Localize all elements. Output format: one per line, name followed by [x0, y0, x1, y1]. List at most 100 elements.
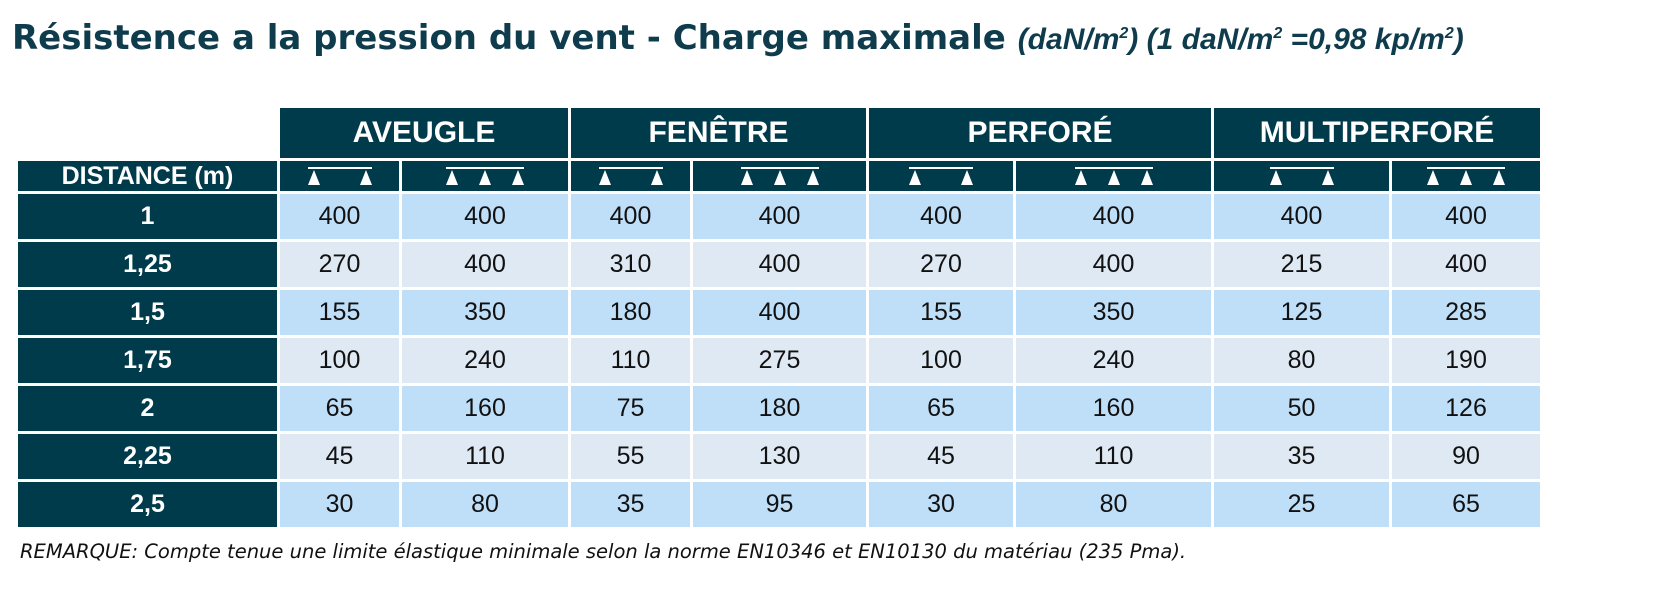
value-cell: 35 — [571, 479, 690, 527]
value-cell: 400 — [571, 191, 690, 239]
value-cell: 400 — [1392, 191, 1540, 239]
value-cell: 215 — [1214, 239, 1389, 287]
value-cell: 400 — [693, 239, 866, 287]
table-row: 1,25 270 400 310 400 270 400 215 400 — [18, 239, 1540, 287]
two-support-beam-icon — [598, 167, 663, 185]
subheader-three-supports — [693, 161, 866, 191]
value-cell: 400 — [280, 191, 399, 239]
value-cell: 275 — [693, 335, 866, 383]
group-header-perfore: PERFORÉ — [869, 108, 1211, 158]
value-cell: 400 — [1392, 239, 1540, 287]
value-cell: 400 — [693, 191, 866, 239]
distance-cell: 1,5 — [18, 287, 277, 335]
subheader-two-supports — [280, 161, 399, 191]
value-cell: 95 — [693, 479, 866, 527]
value-cell: 100 — [869, 335, 1013, 383]
value-cell: 400 — [1214, 191, 1389, 239]
value-cell: 25 — [1214, 479, 1389, 527]
distance-header: DISTANCE (m) — [18, 161, 277, 191]
support-triangle-icon — [446, 170, 458, 185]
three-support-beam-icon — [740, 167, 819, 185]
support-triangle-icon — [740, 170, 753, 185]
value-cell: 50 — [1214, 383, 1389, 431]
table-row: 1,75 100 240 110 275 100 240 80 190 — [18, 335, 1540, 383]
support-triangle-icon — [773, 170, 786, 185]
value-cell: 30 — [280, 479, 399, 527]
value-cell: 130 — [693, 431, 866, 479]
title-unit-text: ) — [1453, 23, 1464, 56]
value-cell: 180 — [571, 287, 690, 335]
value-cell: 270 — [869, 239, 1013, 287]
group-header-row: AVEUGLE FENÊTRE PERFORÉ MULTIPERFORÉ — [18, 108, 1540, 158]
support-triangle-icon — [1107, 170, 1120, 185]
three-support-beam-icon — [1427, 167, 1505, 185]
value-cell: 125 — [1214, 287, 1389, 335]
value-cell: 80 — [1214, 335, 1389, 383]
support-triangle-icon — [1269, 170, 1282, 185]
title-unit-text: (daN/m — [1017, 23, 1120, 56]
group-header-aveugle: AVEUGLE — [280, 108, 568, 158]
two-support-beam-icon — [307, 167, 372, 185]
value-cell: 190 — [1392, 335, 1540, 383]
support-triangle-icon — [479, 170, 491, 185]
value-cell: 180 — [693, 383, 866, 431]
value-cell: 65 — [1392, 479, 1540, 527]
value-cell: 400 — [1016, 239, 1211, 287]
value-cell: 100 — [280, 335, 399, 383]
value-cell: 400 — [869, 191, 1013, 239]
value-cell: 270 — [280, 239, 399, 287]
support-triangle-icon — [598, 170, 611, 185]
value-cell: 350 — [402, 287, 568, 335]
three-support-beam-icon — [446, 167, 524, 185]
subheader-two-supports — [869, 161, 1013, 191]
group-header-fenetre: FENÊTRE — [571, 108, 866, 158]
support-triangle-icon — [512, 170, 524, 185]
subheader-row: DISTANCE (m) — [18, 161, 1540, 191]
remark-note: REMARQUE: Compte tenue une limite élasti… — [20, 540, 1187, 563]
support-triangle-icon — [359, 170, 372, 185]
value-cell: 160 — [402, 383, 568, 431]
distance-cell: 2 — [18, 383, 277, 431]
support-triangle-icon — [1140, 170, 1153, 185]
value-cell: 80 — [1016, 479, 1211, 527]
value-cell: 400 — [402, 239, 568, 287]
title-unit-sup: 2 — [1119, 25, 1129, 42]
value-cell: 30 — [869, 479, 1013, 527]
page-title: Résistence a la pression du vent - Charg… — [12, 18, 1464, 58]
distance-cell: 2,5 — [18, 479, 277, 527]
blank-corner — [18, 108, 277, 158]
value-cell: 160 — [1016, 383, 1211, 431]
value-cell: 80 — [402, 479, 568, 527]
support-triangle-icon — [961, 170, 973, 185]
title-main: Résistence a la pression du vent - Charg… — [12, 18, 1006, 58]
two-support-beam-icon — [1269, 167, 1334, 185]
subheader-three-supports — [1392, 161, 1540, 191]
subheader-two-supports — [1214, 161, 1389, 191]
group-header-multiperfore: MULTIPERFORÉ — [1214, 108, 1540, 158]
value-cell: 110 — [571, 335, 690, 383]
value-cell: 400 — [402, 191, 568, 239]
three-support-beam-icon — [1074, 167, 1153, 185]
support-triangle-icon — [1074, 170, 1087, 185]
support-triangle-icon — [909, 170, 921, 185]
value-cell: 110 — [402, 431, 568, 479]
table-row: 2,25 45 110 55 130 45 110 35 90 — [18, 431, 1540, 479]
subheader-three-supports — [1016, 161, 1211, 191]
value-cell: 155 — [280, 287, 399, 335]
support-triangle-icon — [1460, 170, 1472, 185]
value-cell: 35 — [1214, 431, 1389, 479]
subheader-two-supports — [571, 161, 690, 191]
value-cell: 400 — [1016, 191, 1211, 239]
two-support-beam-icon — [909, 167, 973, 185]
value-cell: 350 — [1016, 287, 1211, 335]
support-triangle-icon — [806, 170, 819, 185]
support-triangle-icon — [307, 170, 320, 185]
table-row: 2,5 30 80 35 95 30 80 25 65 — [18, 479, 1540, 527]
title-unit-text: =0,98 kp/m — [1282, 23, 1445, 56]
value-cell: 285 — [1392, 287, 1540, 335]
value-cell: 110 — [1016, 431, 1211, 479]
distance-cell: 1,75 — [18, 335, 277, 383]
title-unit-text: ) (1 daN/m — [1128, 23, 1274, 56]
value-cell: 90 — [1392, 431, 1540, 479]
table-row: 1 400 400 400 400 400 400 400 400 — [18, 191, 1540, 239]
